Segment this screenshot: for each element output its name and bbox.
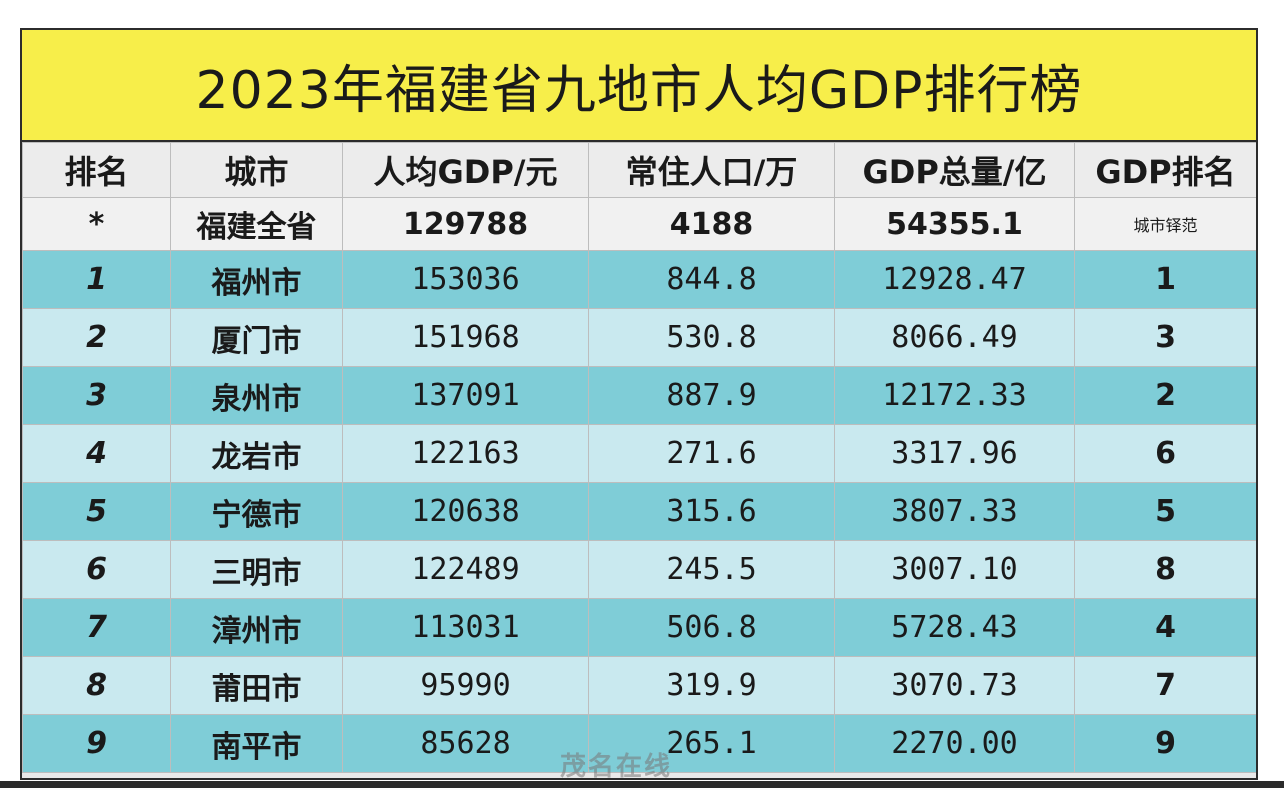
row-city: 三明市 bbox=[170, 540, 343, 599]
row-gdp-per-capita: 113031 bbox=[342, 598, 589, 657]
row-rank: 1 bbox=[22, 250, 171, 309]
summary-population: 4188 bbox=[588, 197, 835, 251]
row-gdp-per-capita: 85628 bbox=[342, 714, 589, 773]
table-row: 7 漳州市 113031 506.8 5728.43 4 bbox=[22, 598, 1256, 657]
row-rank: 2 bbox=[22, 308, 171, 367]
header-city: 城市 bbox=[170, 142, 343, 198]
row-gdp-rank: 4 bbox=[1074, 598, 1256, 657]
row-gdp-total: 12172.33 bbox=[834, 366, 1075, 425]
row-gdp-total: 3007.10 bbox=[834, 540, 1075, 599]
row-population: 271.6 bbox=[588, 424, 835, 483]
row-rank: 8 bbox=[22, 656, 171, 715]
row-gdp-per-capita: 95990 bbox=[342, 656, 589, 715]
summary-gdp-per-capita: 129788 bbox=[342, 197, 589, 251]
province-summary-row: * 福建全省 129788 4188 54355.1 城市铎范 bbox=[22, 197, 1256, 251]
row-gdp-per-capita: 151968 bbox=[342, 308, 589, 367]
row-gdp-per-capita: 122489 bbox=[342, 540, 589, 599]
header-row: 排名 城市 人均GDP/元 常住人口/万 GDP总量/亿 GDP排名 bbox=[22, 142, 1256, 198]
row-gdp-per-capita: 122163 bbox=[342, 424, 589, 483]
row-gdp-per-capita: 153036 bbox=[342, 250, 589, 309]
row-city: 福州市 bbox=[170, 250, 343, 309]
row-rank: 7 bbox=[22, 598, 171, 657]
table-row: 6 三明市 122489 245.5 3007.10 8 bbox=[22, 540, 1256, 599]
row-gdp-per-capita: 137091 bbox=[342, 366, 589, 425]
row-rank: 9 bbox=[22, 714, 171, 773]
row-gdp-rank: 8 bbox=[1074, 540, 1256, 599]
row-population: 844.8 bbox=[588, 250, 835, 309]
row-population: 265.1 bbox=[588, 714, 835, 773]
row-gdp-total: 8066.49 bbox=[834, 308, 1075, 367]
row-gdp-rank: 9 bbox=[1074, 714, 1256, 773]
page-title: 2023年福建省九地市人均GDP排行榜 bbox=[22, 30, 1256, 142]
table-row: 9 南平市 85628 265.1 2270.00 9 bbox=[22, 714, 1256, 773]
row-population: 887.9 bbox=[588, 366, 835, 425]
table-row: 5 宁德市 120638 315.6 3807.33 5 bbox=[22, 482, 1256, 541]
row-gdp-rank: 3 bbox=[1074, 308, 1256, 367]
header-gdp-per-capita: 人均GDP/元 bbox=[342, 142, 589, 198]
row-rank: 4 bbox=[22, 424, 171, 483]
row-population: 506.8 bbox=[588, 598, 835, 657]
table-row: 3 泉州市 137091 887.9 12172.33 2 bbox=[22, 366, 1256, 425]
row-city: 莆田市 bbox=[170, 656, 343, 715]
row-city: 厦门市 bbox=[170, 308, 343, 367]
row-gdp-rank: 7 bbox=[1074, 656, 1256, 715]
summary-gdp-total: 54355.1 bbox=[834, 197, 1075, 251]
row-gdp-rank: 5 bbox=[1074, 482, 1256, 541]
row-gdp-per-capita: 120638 bbox=[342, 482, 589, 541]
row-rank: 5 bbox=[22, 482, 171, 541]
table-row: 2 厦门市 151968 530.8 8066.49 3 bbox=[22, 308, 1256, 367]
row-city: 宁德市 bbox=[170, 482, 343, 541]
row-rank: 3 bbox=[22, 366, 171, 425]
row-population: 530.8 bbox=[588, 308, 835, 367]
row-gdp-rank: 6 bbox=[1074, 424, 1256, 483]
row-city: 泉州市 bbox=[170, 366, 343, 425]
row-city: 龙岩市 bbox=[170, 424, 343, 483]
ranking-table-frame: 2023年福建省九地市人均GDP排行榜 排名 城市 人均GDP/元 常住人口/万… bbox=[20, 28, 1258, 780]
row-rank: 6 bbox=[22, 540, 171, 599]
header-gdp-rank: GDP排名 bbox=[1074, 142, 1256, 198]
bottom-bar bbox=[0, 781, 1284, 788]
row-city: 漳州市 bbox=[170, 598, 343, 657]
row-population: 315.6 bbox=[588, 482, 835, 541]
watermark: 茂名在线 bbox=[560, 752, 673, 782]
header-rank: 排名 bbox=[22, 142, 171, 198]
header-population: 常住人口/万 bbox=[588, 142, 835, 198]
gdp-ranking-table: 排名 城市 人均GDP/元 常住人口/万 GDP总量/亿 GDP排名 * 福建全… bbox=[22, 142, 1256, 773]
row-gdp-total: 3317.96 bbox=[834, 424, 1075, 483]
row-gdp-rank: 2 bbox=[1074, 366, 1256, 425]
row-gdp-total: 3807.33 bbox=[834, 482, 1075, 541]
row-gdp-total: 3070.73 bbox=[834, 656, 1075, 715]
summary-rank: * bbox=[22, 197, 171, 251]
summary-city: 福建全省 bbox=[170, 197, 343, 251]
row-gdp-rank: 1 bbox=[1074, 250, 1256, 309]
row-city: 南平市 bbox=[170, 714, 343, 773]
row-gdp-total: 2270.00 bbox=[834, 714, 1075, 773]
table-row: 4 龙岩市 122163 271.6 3317.96 6 bbox=[22, 424, 1256, 483]
row-population: 319.9 bbox=[588, 656, 835, 715]
table-row: 1 福州市 153036 844.8 12928.47 1 bbox=[22, 250, 1256, 309]
row-gdp-total: 5728.43 bbox=[834, 598, 1075, 657]
table-row: 8 莆田市 95990 319.9 3070.73 7 bbox=[22, 656, 1256, 715]
header-gdp-total: GDP总量/亿 bbox=[834, 142, 1075, 198]
row-gdp-total: 12928.47 bbox=[834, 250, 1075, 309]
row-population: 245.5 bbox=[588, 540, 835, 599]
summary-gdp-rank-note: 城市铎范 bbox=[1074, 197, 1256, 251]
